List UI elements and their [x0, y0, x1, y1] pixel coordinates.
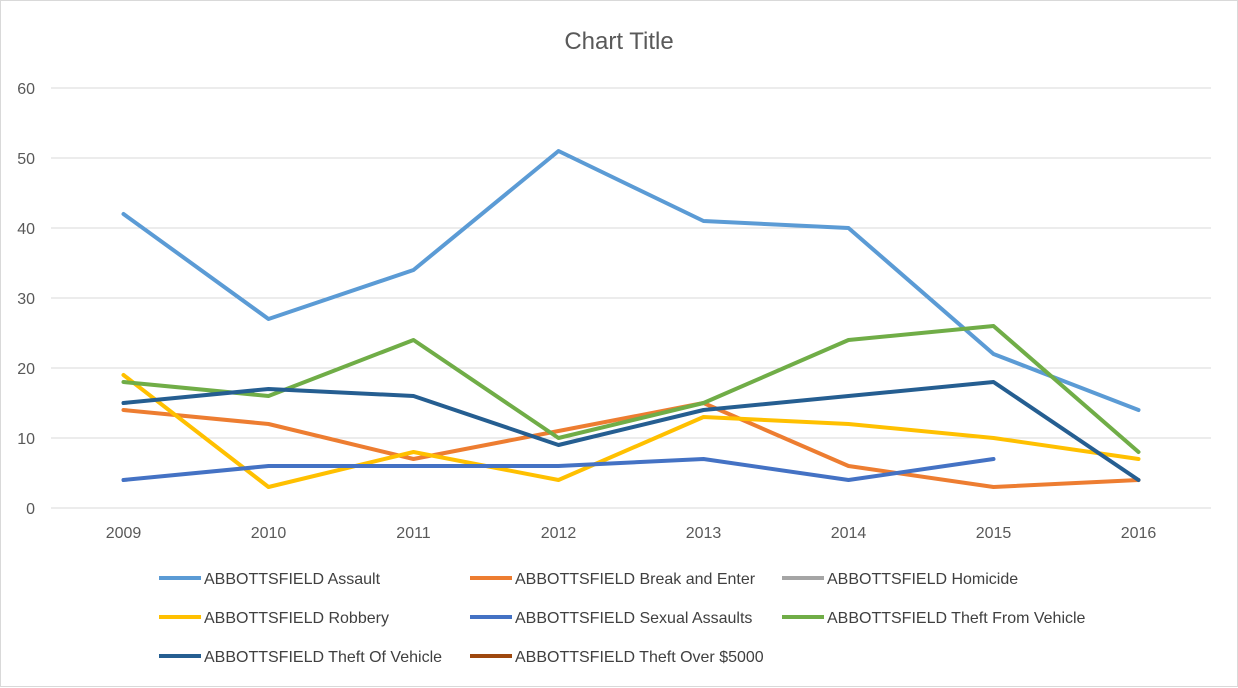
x-tick-label: 2011	[396, 525, 431, 542]
y-tick-label: 10	[17, 431, 35, 448]
x-tick-label: 2010	[251, 525, 287, 542]
x-tick-label: 2014	[831, 525, 867, 542]
x-tick-label: 2013	[686, 525, 722, 542]
x-tick-label: 2015	[976, 525, 1012, 542]
series-line	[121, 324, 1141, 454]
series-line	[121, 457, 996, 482]
y-axis-labels: 0 10 20 30 40 50 60	[17, 81, 35, 518]
y-tick-label: 50	[17, 151, 35, 168]
gridlines	[51, 87, 1211, 509]
series-line	[121, 401, 1141, 489]
x-tick-label: 2009	[106, 525, 142, 542]
x-tick-label: 2012	[541, 525, 577, 542]
legend-label: ABBOTTSFIELD Theft Over $5000	[515, 649, 764, 666]
legend-label: ABBOTTSFIELD Break and Enter	[515, 571, 756, 588]
legend-label: ABBOTTSFIELD Robbery	[204, 610, 389, 627]
legend: ABBOTTSFIELD Assault ABBOTTSFIELD Break a…	[159, 571, 1086, 666]
series-lines	[121, 149, 1141, 489]
legend-label: ABBOTTSFIELD Sexual Assaults	[515, 610, 752, 627]
legend-label: ABBOTTSFIELD Homicide	[827, 571, 1018, 588]
x-tick-label: 2016	[1121, 525, 1157, 542]
legend-label: ABBOTTSFIELD Theft Of Vehicle	[204, 649, 442, 666]
series-line	[121, 149, 1141, 412]
y-tick-label: 20	[17, 361, 35, 378]
y-tick-label: 60	[17, 81, 35, 98]
y-tick-label: 0	[26, 501, 35, 518]
y-tick-label: 40	[17, 221, 35, 238]
legend-label: ABBOTTSFIELD Theft From Vehicle	[827, 610, 1086, 627]
legend-label: ABBOTTSFIELD Assault	[204, 571, 381, 588]
series-line	[121, 373, 1141, 489]
series-line	[121, 380, 1141, 482]
chart-title: Chart Title	[564, 28, 673, 55]
y-tick-label: 30	[17, 291, 35, 308]
x-axis-labels: 2009 2010 2011 2012 2013 2014 2015 2016	[106, 525, 1157, 542]
